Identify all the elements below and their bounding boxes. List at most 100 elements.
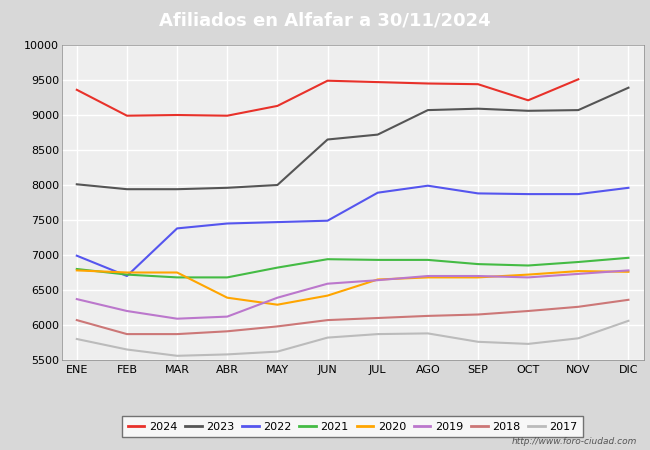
Line: 2020: 2020 bbox=[77, 270, 629, 305]
2018 bbox=[575, 304, 582, 310]
2022 bbox=[173, 226, 181, 231]
2018 bbox=[424, 313, 432, 319]
2023 bbox=[474, 106, 482, 112]
Line: 2019: 2019 bbox=[77, 270, 629, 319]
2021 bbox=[324, 256, 332, 262]
Line: 2022: 2022 bbox=[77, 186, 629, 276]
Line: 2018: 2018 bbox=[77, 300, 629, 334]
2024 bbox=[474, 81, 482, 87]
2018 bbox=[374, 315, 382, 321]
2024 bbox=[324, 78, 332, 83]
2018 bbox=[274, 324, 281, 329]
2019 bbox=[274, 295, 281, 301]
2021 bbox=[424, 257, 432, 263]
2024 bbox=[374, 79, 382, 85]
2019 bbox=[525, 274, 532, 280]
2017 bbox=[625, 318, 632, 324]
2018 bbox=[224, 328, 231, 334]
2017 bbox=[424, 331, 432, 336]
2017 bbox=[324, 335, 332, 340]
2024 bbox=[274, 103, 281, 108]
2023 bbox=[374, 132, 382, 137]
2022 bbox=[625, 185, 632, 190]
2024 bbox=[525, 98, 532, 103]
2022 bbox=[474, 191, 482, 196]
2017 bbox=[173, 353, 181, 359]
2021 bbox=[224, 274, 231, 280]
Line: 2021: 2021 bbox=[77, 258, 629, 277]
2022 bbox=[274, 220, 281, 225]
2021 bbox=[625, 255, 632, 261]
Line: 2017: 2017 bbox=[77, 321, 629, 356]
2019 bbox=[575, 271, 582, 277]
2022 bbox=[525, 191, 532, 197]
2022 bbox=[123, 273, 131, 279]
2024 bbox=[575, 76, 582, 82]
2020 bbox=[224, 295, 231, 301]
2017 bbox=[374, 331, 382, 337]
2020 bbox=[274, 302, 281, 307]
2023 bbox=[575, 108, 582, 113]
2020 bbox=[324, 293, 332, 298]
2024 bbox=[424, 81, 432, 86]
2023 bbox=[173, 186, 181, 192]
2019 bbox=[374, 278, 382, 283]
2019 bbox=[324, 281, 332, 286]
2017 bbox=[274, 349, 281, 354]
2022 bbox=[224, 221, 231, 226]
2024 bbox=[73, 87, 81, 93]
2019 bbox=[73, 297, 81, 302]
2021 bbox=[73, 266, 81, 272]
2018 bbox=[73, 317, 81, 323]
2020 bbox=[525, 272, 532, 277]
2019 bbox=[173, 316, 181, 321]
2020 bbox=[575, 268, 582, 274]
2024 bbox=[123, 113, 131, 118]
2023 bbox=[525, 108, 532, 113]
2021 bbox=[173, 274, 181, 280]
2021 bbox=[474, 261, 482, 267]
2017 bbox=[525, 341, 532, 346]
2017 bbox=[474, 339, 482, 345]
Line: 2024: 2024 bbox=[77, 79, 578, 116]
2020 bbox=[625, 269, 632, 274]
2022 bbox=[424, 183, 432, 189]
2023 bbox=[123, 186, 131, 192]
2019 bbox=[474, 273, 482, 279]
2018 bbox=[173, 331, 181, 337]
2023 bbox=[224, 185, 231, 190]
2018 bbox=[123, 331, 131, 337]
2018 bbox=[525, 308, 532, 314]
Text: Afiliados en Alfafar a 30/11/2024: Afiliados en Alfafar a 30/11/2024 bbox=[159, 11, 491, 29]
2020 bbox=[374, 277, 382, 282]
2020 bbox=[424, 274, 432, 280]
2021 bbox=[575, 259, 582, 265]
2021 bbox=[525, 263, 532, 268]
2020 bbox=[173, 270, 181, 275]
2022 bbox=[73, 253, 81, 258]
2020 bbox=[123, 270, 131, 275]
2019 bbox=[224, 314, 231, 319]
2021 bbox=[123, 272, 131, 277]
2019 bbox=[625, 268, 632, 273]
2018 bbox=[625, 297, 632, 302]
2021 bbox=[274, 265, 281, 270]
2017 bbox=[73, 336, 81, 342]
2020 bbox=[474, 274, 482, 280]
2024 bbox=[224, 113, 231, 118]
2017 bbox=[123, 347, 131, 352]
2018 bbox=[324, 317, 332, 323]
2020 bbox=[73, 268, 81, 273]
2023 bbox=[73, 182, 81, 187]
2022 bbox=[575, 191, 582, 197]
2023 bbox=[274, 182, 281, 188]
2024 bbox=[173, 112, 181, 118]
2017 bbox=[224, 352, 231, 357]
Legend: 2024, 2023, 2022, 2021, 2020, 2019, 2018, 2017: 2024, 2023, 2022, 2021, 2020, 2019, 2018… bbox=[122, 416, 583, 437]
2022 bbox=[374, 190, 382, 195]
2023 bbox=[424, 108, 432, 113]
2023 bbox=[324, 137, 332, 142]
2017 bbox=[575, 336, 582, 341]
2023 bbox=[625, 85, 632, 90]
2022 bbox=[324, 218, 332, 223]
